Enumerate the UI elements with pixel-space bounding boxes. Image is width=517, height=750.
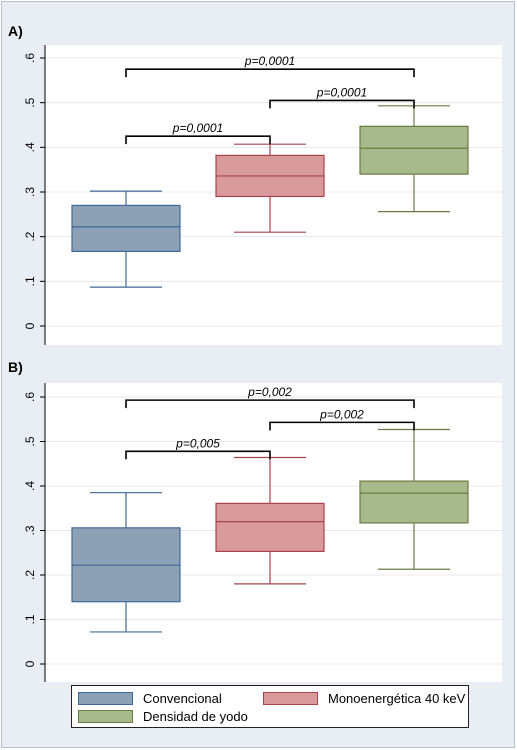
- significance-bracket: [125, 450, 271, 460]
- p-value-label: p=0,002: [319, 407, 364, 421]
- panel-b-y-tick-label: .6: [23, 392, 37, 402]
- p-value-label: p=0,002: [247, 385, 292, 399]
- panel-a-y-tick-label: .6: [23, 53, 37, 63]
- significance-bracket: [125, 399, 415, 409]
- panel-b-y-tick-label: .3: [23, 525, 37, 535]
- panel-b: B) .6 .5 .4 .3 .2 .1 0 p=0,005 p=0,002 p=0,002: [8, 359, 502, 682]
- p-value-label: p=0,0001: [172, 121, 223, 135]
- panel-a: A) .6 .5 .4 .3 .2 .1 0 p=0,0001 p=0,0001 p=0,0001: [8, 23, 502, 345]
- panel-a-box-monoenergetica: [215, 143, 325, 233]
- panel-b-y-tick-label: .4: [23, 481, 37, 491]
- panel-a-box-densidad-yodo: [359, 105, 469, 213]
- panel-b-box-monoenergetica: [215, 456, 325, 585]
- panel-a-label: A): [8, 23, 23, 39]
- box-iqr: [215, 502, 325, 553]
- panel-a-y-tick-label: .5: [23, 97, 37, 107]
- significance-bracket: [125, 135, 271, 145]
- panel-b-significance-1: p=0,005: [125, 436, 271, 460]
- legend-label-densidad-yodo: Densidad de yodo: [143, 709, 248, 724]
- box-iqr: [359, 480, 469, 524]
- panel-b-y-tick-label: 0: [23, 660, 37, 667]
- panel-a-y-tick-label: .3: [23, 187, 37, 197]
- significance-bracket: [125, 68, 415, 78]
- legend-label-convencional: Convencional: [143, 691, 222, 706]
- panel-a-box-convencional: [71, 190, 181, 288]
- panel-b-label: B): [8, 359, 23, 375]
- panel-a-y-tick-label: 0: [23, 322, 37, 329]
- panel-b-significance-3: p=0,002: [125, 385, 415, 409]
- panel-a-y-tick-label: .1: [23, 276, 37, 286]
- legend-item-monoenergetica: Monoenergética 40 keV: [263, 691, 465, 706]
- p-value-label: p=0,005: [175, 436, 220, 450]
- significance-bracket: [269, 421, 415, 431]
- panel-a-significance-1: p=0,0001: [125, 121, 271, 145]
- p-value-label: p=0,0001: [316, 85, 367, 99]
- legend-item-convencional: Convencional: [78, 691, 222, 706]
- panel-b-y-tick-label: .1: [23, 614, 37, 624]
- panel-a-significance-3: p=0,0001: [125, 54, 415, 78]
- panel-a-y-tick-label: .4: [23, 142, 37, 152]
- panel-b-y-tick-label: .2: [23, 570, 37, 580]
- panel-b-box-densidad-yodo: [359, 428, 469, 570]
- legend: Convencional Monoenergética 40 keV Densi…: [71, 685, 469, 728]
- legend-label-monoenergetica: Monoenergética 40 keV: [328, 691, 466, 706]
- legend-item-densidad-yodo: Densidad de yodo: [78, 709, 248, 724]
- p-value-label: p=0,0001: [244, 54, 295, 68]
- panel-a-significance-2: p=0,0001: [269, 85, 415, 109]
- panel-b-significance-2: p=0,002: [269, 407, 415, 431]
- significance-bracket: [269, 99, 415, 109]
- panel-b-box-convencional: [71, 492, 181, 633]
- box-iqr: [71, 204, 181, 253]
- panel-b-y-tick-label: .5: [23, 436, 37, 446]
- legend-swatch-convencional: [78, 692, 133, 705]
- box-iqr: [359, 125, 469, 175]
- legend-swatch-monoenergetica: [263, 692, 318, 705]
- legend-swatch-densidad-yodo: [78, 710, 133, 723]
- panel-a-y-tick-label: .2: [23, 231, 37, 241]
